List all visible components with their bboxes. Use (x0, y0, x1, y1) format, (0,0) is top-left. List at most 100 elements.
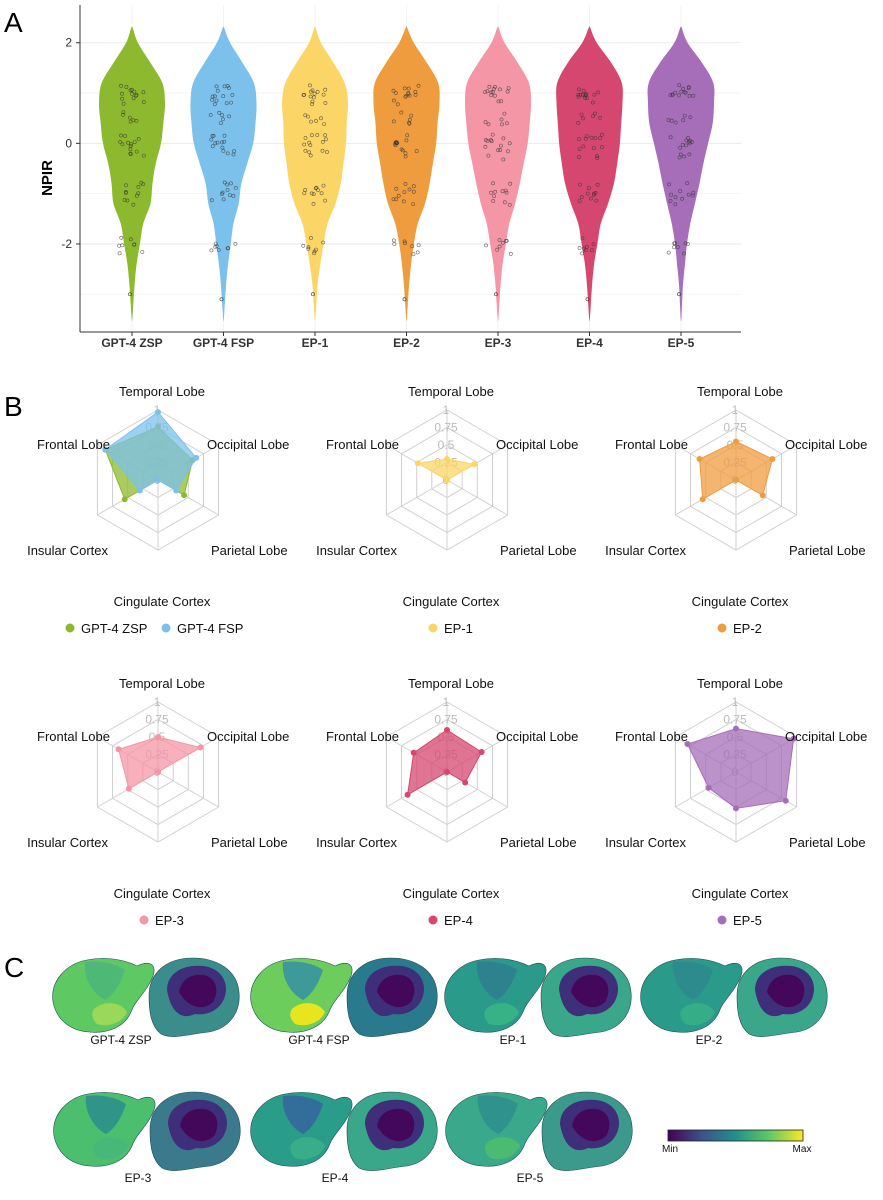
data-point (673, 195, 678, 200)
data-point (486, 153, 491, 158)
data-point (132, 140, 137, 145)
data-point (584, 244, 589, 249)
radar-axis-label: Parietal Lobe (211, 835, 288, 850)
data-point (668, 135, 673, 140)
radar-vertex (699, 496, 706, 503)
brain-map-label: EP-5 (517, 1171, 544, 1185)
data-point (506, 86, 511, 91)
data-point (222, 139, 227, 144)
data-point (120, 91, 124, 96)
data-point (225, 151, 230, 156)
data-point (306, 114, 310, 119)
brain-medial-core (377, 974, 415, 1008)
data-point (125, 198, 130, 203)
data-point (678, 189, 683, 194)
data-point (403, 182, 408, 186)
radar-axis-label: Temporal Lobe (697, 676, 783, 691)
brain-pair-1: GPT-4 ZSP (52, 957, 240, 1047)
data-point (323, 101, 328, 105)
data-point (411, 184, 416, 189)
data-point (117, 243, 122, 248)
data-point (310, 88, 315, 93)
radar-vertex (173, 487, 180, 494)
radar-axis-label: Temporal Lobe (408, 384, 494, 399)
data-point (581, 88, 586, 93)
data-point (131, 202, 136, 207)
data-point (413, 93, 418, 97)
radar-tick-label: 1 (443, 695, 450, 709)
data-point (128, 88, 133, 93)
radar-vertex (197, 744, 204, 751)
data-point (593, 111, 597, 116)
data-point (124, 190, 128, 195)
data-point (686, 86, 691, 91)
brain-pair-6: EP-4 (250, 1091, 438, 1185)
data-point (600, 132, 604, 137)
data-point (596, 90, 601, 95)
data-point (127, 115, 132, 120)
data-point (141, 90, 146, 95)
radar-axis-label: Cingulate Cortex (692, 886, 789, 901)
data-point (226, 246, 231, 251)
brain-medial-core (571, 974, 609, 1008)
data-point (323, 137, 328, 142)
radar-axis-label: Insular Cortex (316, 543, 397, 558)
x-tick-label: EP-4 (576, 336, 603, 350)
radar-vertex (102, 446, 109, 453)
radar-vertex (414, 460, 421, 467)
y-tick-label: 2 (65, 36, 72, 50)
brain-pair-2: GPT-4 FSP (250, 957, 438, 1047)
radar-area-ep-3 (117, 736, 202, 790)
x-tick-label: EP-2 (393, 336, 420, 350)
data-point (319, 116, 323, 121)
data-point (128, 292, 132, 297)
data-point (310, 102, 315, 106)
brain-pair-7: EP-5 (445, 1091, 633, 1185)
data-point (141, 100, 146, 104)
data-point (403, 94, 408, 99)
data-point (591, 242, 596, 247)
data-point (217, 110, 222, 115)
data-point (321, 240, 326, 245)
data-point (578, 182, 582, 187)
data-point (215, 140, 220, 145)
data-point (668, 199, 673, 203)
data-point (577, 155, 581, 159)
legend-label: EP-3 (155, 913, 184, 928)
data-point (309, 133, 314, 138)
radar-vertex (181, 492, 188, 499)
panel-c: C GPT-4 ZSP GPT-4 FSP EP-1 EP-2 EP-3 EP-4 EP-5… (4, 952, 828, 1185)
data-point (230, 93, 235, 97)
data-point (683, 90, 688, 95)
data-point (211, 133, 216, 138)
data-point (215, 88, 220, 93)
data-point (504, 121, 509, 126)
data-point (489, 93, 494, 98)
brain-map-label: GPT-4 ZSP (90, 1033, 151, 1047)
data-point (233, 241, 238, 246)
data-point (219, 297, 224, 302)
data-point (120, 96, 125, 101)
data-point (411, 252, 416, 257)
radar-axis-label: Frontal Lobe (615, 729, 688, 744)
data-point (683, 241, 688, 246)
radar-axis-label: Frontal Lobe (615, 437, 688, 452)
data-point (210, 144, 215, 149)
data-point (494, 292, 498, 297)
data-point (411, 189, 416, 194)
data-point (121, 110, 126, 115)
data-point (314, 119, 318, 123)
data-point (132, 89, 137, 94)
data-point (392, 242, 397, 246)
brain-medial-core (180, 1108, 218, 1142)
data-point (214, 84, 219, 89)
violin-ep-3 (464, 26, 532, 322)
data-point (497, 244, 502, 249)
data-point (229, 181, 233, 186)
radar-vertex (155, 409, 161, 416)
data-point (498, 143, 503, 148)
data-point (414, 149, 419, 154)
